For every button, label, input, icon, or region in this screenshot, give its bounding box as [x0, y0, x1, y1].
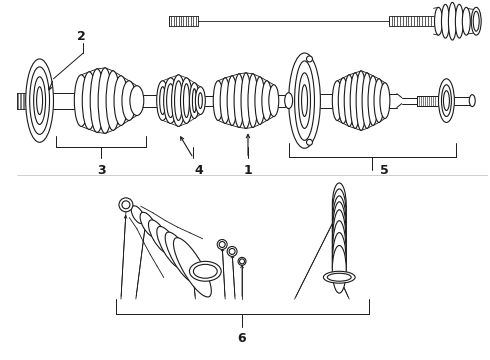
Ellipse shape	[90, 69, 104, 132]
Circle shape	[307, 56, 313, 62]
Ellipse shape	[332, 202, 346, 269]
Ellipse shape	[368, 76, 378, 125]
Ellipse shape	[473, 11, 479, 31]
Text: 4: 4	[194, 163, 203, 176]
Ellipse shape	[269, 85, 279, 117]
Ellipse shape	[298, 73, 311, 129]
Ellipse shape	[220, 78, 230, 123]
Ellipse shape	[294, 61, 315, 140]
Ellipse shape	[441, 85, 451, 117]
Ellipse shape	[439, 79, 454, 122]
Ellipse shape	[332, 81, 342, 121]
Ellipse shape	[213, 81, 223, 121]
Ellipse shape	[190, 83, 199, 118]
Ellipse shape	[180, 78, 193, 123]
Ellipse shape	[301, 85, 308, 117]
Ellipse shape	[350, 73, 360, 129]
Ellipse shape	[435, 7, 442, 35]
Ellipse shape	[289, 53, 320, 148]
Ellipse shape	[332, 183, 346, 227]
Ellipse shape	[114, 76, 128, 125]
Ellipse shape	[167, 84, 174, 117]
Ellipse shape	[248, 74, 258, 127]
Circle shape	[217, 239, 227, 249]
Text: 2: 2	[77, 30, 86, 42]
Circle shape	[238, 257, 246, 265]
Ellipse shape	[344, 75, 354, 126]
Ellipse shape	[140, 212, 157, 237]
Ellipse shape	[332, 196, 346, 255]
Ellipse shape	[122, 81, 136, 121]
Ellipse shape	[160, 87, 166, 114]
Ellipse shape	[469, 95, 475, 107]
Ellipse shape	[82, 72, 96, 129]
Ellipse shape	[332, 246, 346, 293]
Circle shape	[307, 139, 313, 145]
Text: 6: 6	[238, 332, 246, 345]
Ellipse shape	[332, 210, 346, 281]
Ellipse shape	[190, 261, 221, 281]
Ellipse shape	[172, 75, 185, 126]
Ellipse shape	[157, 226, 184, 269]
Ellipse shape	[37, 87, 43, 114]
Ellipse shape	[227, 76, 237, 125]
Ellipse shape	[234, 74, 244, 127]
Ellipse shape	[356, 71, 366, 130]
Text: 3: 3	[97, 163, 105, 176]
Ellipse shape	[332, 233, 346, 292]
Ellipse shape	[471, 7, 481, 35]
Circle shape	[119, 198, 133, 212]
Ellipse shape	[338, 78, 348, 123]
Ellipse shape	[332, 221, 346, 288]
Ellipse shape	[462, 7, 470, 35]
Ellipse shape	[174, 81, 182, 121]
Ellipse shape	[198, 93, 202, 109]
Ellipse shape	[323, 271, 355, 283]
Ellipse shape	[157, 81, 169, 121]
Ellipse shape	[98, 68, 112, 133]
Ellipse shape	[25, 59, 53, 142]
Text: 1: 1	[244, 163, 252, 176]
Ellipse shape	[106, 71, 120, 130]
Ellipse shape	[194, 264, 217, 278]
Ellipse shape	[196, 87, 205, 114]
Ellipse shape	[164, 78, 177, 123]
Ellipse shape	[183, 84, 190, 117]
Ellipse shape	[130, 86, 144, 116]
Ellipse shape	[441, 4, 449, 38]
Ellipse shape	[332, 189, 346, 240]
Ellipse shape	[173, 238, 211, 297]
Ellipse shape	[262, 81, 272, 121]
Ellipse shape	[34, 77, 46, 125]
Circle shape	[227, 247, 237, 256]
Text: 5: 5	[380, 163, 388, 176]
Circle shape	[240, 259, 245, 264]
Circle shape	[122, 201, 130, 209]
Ellipse shape	[455, 4, 464, 38]
Ellipse shape	[443, 91, 449, 111]
Circle shape	[219, 242, 225, 247]
Ellipse shape	[285, 93, 293, 109]
Ellipse shape	[74, 75, 88, 126]
Circle shape	[229, 248, 235, 255]
Ellipse shape	[380, 83, 390, 118]
Ellipse shape	[362, 73, 372, 129]
Ellipse shape	[241, 73, 251, 129]
Ellipse shape	[148, 220, 171, 253]
Ellipse shape	[448, 3, 456, 40]
Ellipse shape	[255, 77, 265, 125]
Ellipse shape	[165, 232, 198, 283]
Ellipse shape	[374, 79, 384, 122]
Ellipse shape	[193, 89, 196, 113]
Ellipse shape	[131, 206, 145, 224]
Ellipse shape	[30, 67, 49, 134]
Ellipse shape	[327, 273, 351, 281]
